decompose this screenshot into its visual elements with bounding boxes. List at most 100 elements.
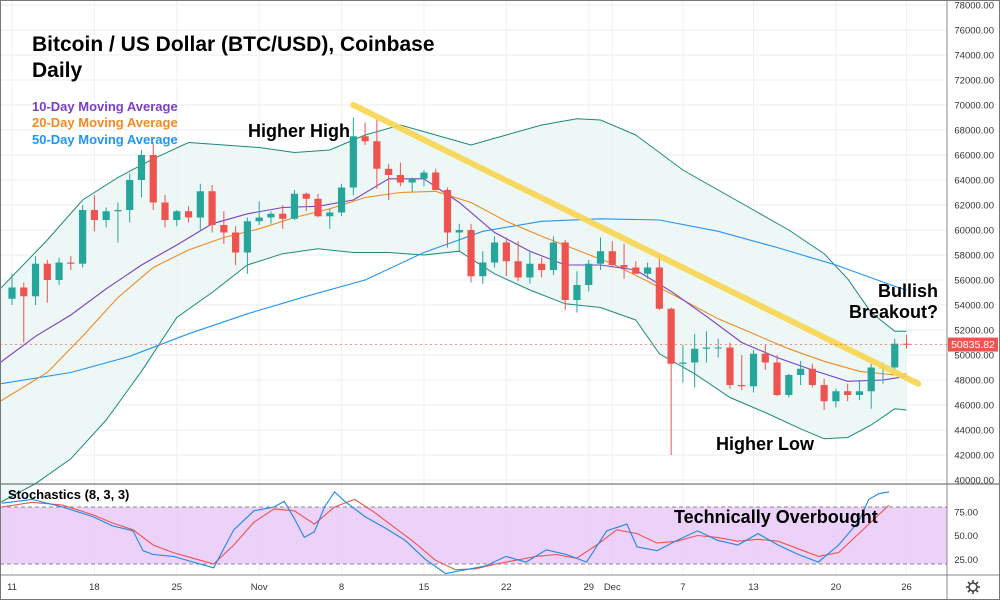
candle xyxy=(267,211,275,224)
candle-body xyxy=(832,391,840,402)
price-tick-label: 60000.00 xyxy=(954,226,994,237)
candle-body xyxy=(679,362,687,364)
candle-body xyxy=(20,287,28,297)
candle xyxy=(820,378,828,410)
candle-body xyxy=(161,202,169,220)
price-tick-label: 68000.00 xyxy=(954,126,994,137)
candle xyxy=(255,201,263,225)
candle xyxy=(126,173,134,223)
candle xyxy=(891,338,899,370)
bollinger-band-fill xyxy=(0,118,907,503)
chart-title-line2: Daily xyxy=(32,59,83,82)
candle xyxy=(490,236,499,268)
candle xyxy=(514,241,522,282)
price-tick-label: 44000.00 xyxy=(954,426,994,437)
stochastics-tick-label: 50.00 xyxy=(954,531,978,542)
candle xyxy=(643,262,652,279)
candle-body xyxy=(702,347,711,349)
candle xyxy=(302,192,310,212)
candle xyxy=(232,226,240,265)
candle xyxy=(785,373,793,398)
candle-body xyxy=(620,265,628,268)
candle xyxy=(796,361,805,385)
candle-body xyxy=(149,155,157,203)
stochastics-title: Stochastics (8, 3, 3) xyxy=(8,487,129,502)
price-tick-label: 46000.00 xyxy=(954,401,994,412)
gear-icon[interactable] xyxy=(966,580,980,594)
price-tick-label: 52000.00 xyxy=(954,326,994,337)
candle-body xyxy=(267,213,275,218)
last-price-label: 50835.82 xyxy=(951,339,995,351)
candle-body xyxy=(738,385,746,387)
time-tick-label: Dec xyxy=(604,582,621,593)
annotation-overbought: Technically Overbought xyxy=(674,507,878,527)
candle xyxy=(443,187,452,248)
candle-body xyxy=(643,267,652,274)
candle xyxy=(502,237,510,277)
annotation-higher-low: Higher Low xyxy=(716,434,815,454)
candle-body xyxy=(337,187,346,213)
candle-body xyxy=(573,285,581,300)
candle xyxy=(667,307,675,455)
stochastics-tick-label: 25.00 xyxy=(954,555,978,566)
candle-body xyxy=(490,242,499,263)
candle xyxy=(55,257,63,285)
candle-body xyxy=(79,210,87,264)
annotation-bullish: Bullish xyxy=(878,281,938,301)
candle-body xyxy=(314,198,322,217)
time-tick-label: 8 xyxy=(339,582,344,593)
candle-body xyxy=(796,368,805,375)
candle-body xyxy=(220,225,228,233)
candle-body xyxy=(373,141,381,169)
candle xyxy=(432,168,440,190)
candle-body xyxy=(43,263,51,280)
candle-body xyxy=(443,190,452,233)
candle xyxy=(679,345,687,383)
candle-body xyxy=(561,242,569,300)
time-tick-label: 11 xyxy=(7,582,17,593)
bollinger-lower-band xyxy=(0,248,907,503)
candle xyxy=(538,257,546,278)
ma-20-line xyxy=(0,190,907,402)
stochastics-tick-label: 75.00 xyxy=(954,507,978,518)
price-tick-label: 76000.00 xyxy=(954,26,994,37)
candle-body xyxy=(691,348,699,363)
candle-body xyxy=(114,210,122,212)
price-tick-label: 58000.00 xyxy=(954,251,994,262)
candle xyxy=(8,273,16,305)
candle xyxy=(467,223,475,283)
candle-body xyxy=(820,385,828,402)
candle xyxy=(408,177,416,193)
candle xyxy=(691,333,699,388)
candle-body xyxy=(232,232,240,253)
time-tick-label: 13 xyxy=(748,582,759,593)
candle xyxy=(573,271,581,313)
candle-body xyxy=(538,263,546,270)
candle xyxy=(326,208,334,229)
candle-body xyxy=(396,175,405,183)
bollinger-upper-band xyxy=(0,118,907,332)
candle xyxy=(243,217,251,274)
price-tick-label: 74000.00 xyxy=(954,51,994,62)
candle xyxy=(90,195,98,232)
candlesticks xyxy=(8,117,911,455)
candle-body xyxy=(855,391,864,395)
time-tick-label: 25 xyxy=(171,582,182,593)
candle-body xyxy=(302,193,310,199)
candle xyxy=(479,251,487,284)
candle-body xyxy=(585,263,593,285)
candle xyxy=(349,117,357,195)
annotation-higher-high: Higher High xyxy=(248,121,350,141)
candle xyxy=(620,243,628,279)
legend-ma20: 20-Day Moving Average xyxy=(32,115,178,130)
candle-body xyxy=(432,172,440,190)
candle xyxy=(43,260,51,303)
candle xyxy=(526,251,534,284)
candle-body xyxy=(408,178,416,183)
candle xyxy=(149,142,157,210)
price-tick-label: 42000.00 xyxy=(954,451,994,462)
candle-body xyxy=(467,230,475,277)
candle xyxy=(102,207,110,228)
candle xyxy=(714,338,722,358)
candle-body xyxy=(349,136,357,188)
